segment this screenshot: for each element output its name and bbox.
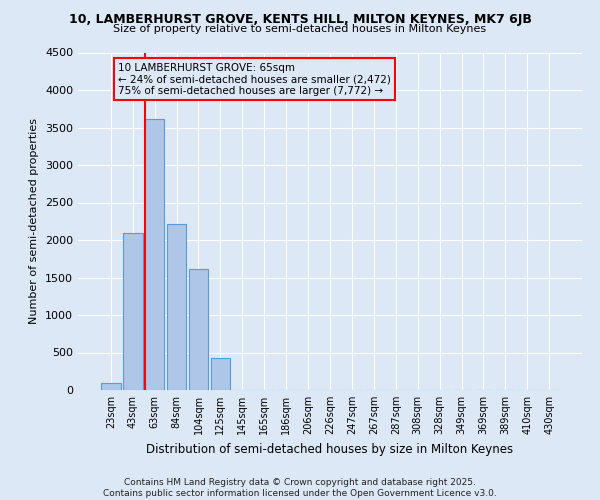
X-axis label: Distribution of semi-detached houses by size in Milton Keynes: Distribution of semi-detached houses by … xyxy=(146,442,514,456)
Y-axis label: Number of semi-detached properties: Number of semi-detached properties xyxy=(29,118,40,324)
Text: 10 LAMBERHURST GROVE: 65sqm
← 24% of semi-detached houses are smaller (2,472)
75: 10 LAMBERHURST GROVE: 65sqm ← 24% of sem… xyxy=(118,62,391,96)
Bar xyxy=(188,268,208,390)
Bar xyxy=(145,118,164,390)
Bar xyxy=(211,358,230,390)
Bar xyxy=(101,382,121,390)
Text: Size of property relative to semi-detached houses in Milton Keynes: Size of property relative to semi-detach… xyxy=(113,24,487,34)
Text: Contains HM Land Registry data © Crown copyright and database right 2025.
Contai: Contains HM Land Registry data © Crown c… xyxy=(103,478,497,498)
Bar xyxy=(123,232,143,390)
Text: 10, LAMBERHURST GROVE, KENTS HILL, MILTON KEYNES, MK7 6JB: 10, LAMBERHURST GROVE, KENTS HILL, MILTO… xyxy=(68,12,532,26)
Bar xyxy=(167,224,187,390)
